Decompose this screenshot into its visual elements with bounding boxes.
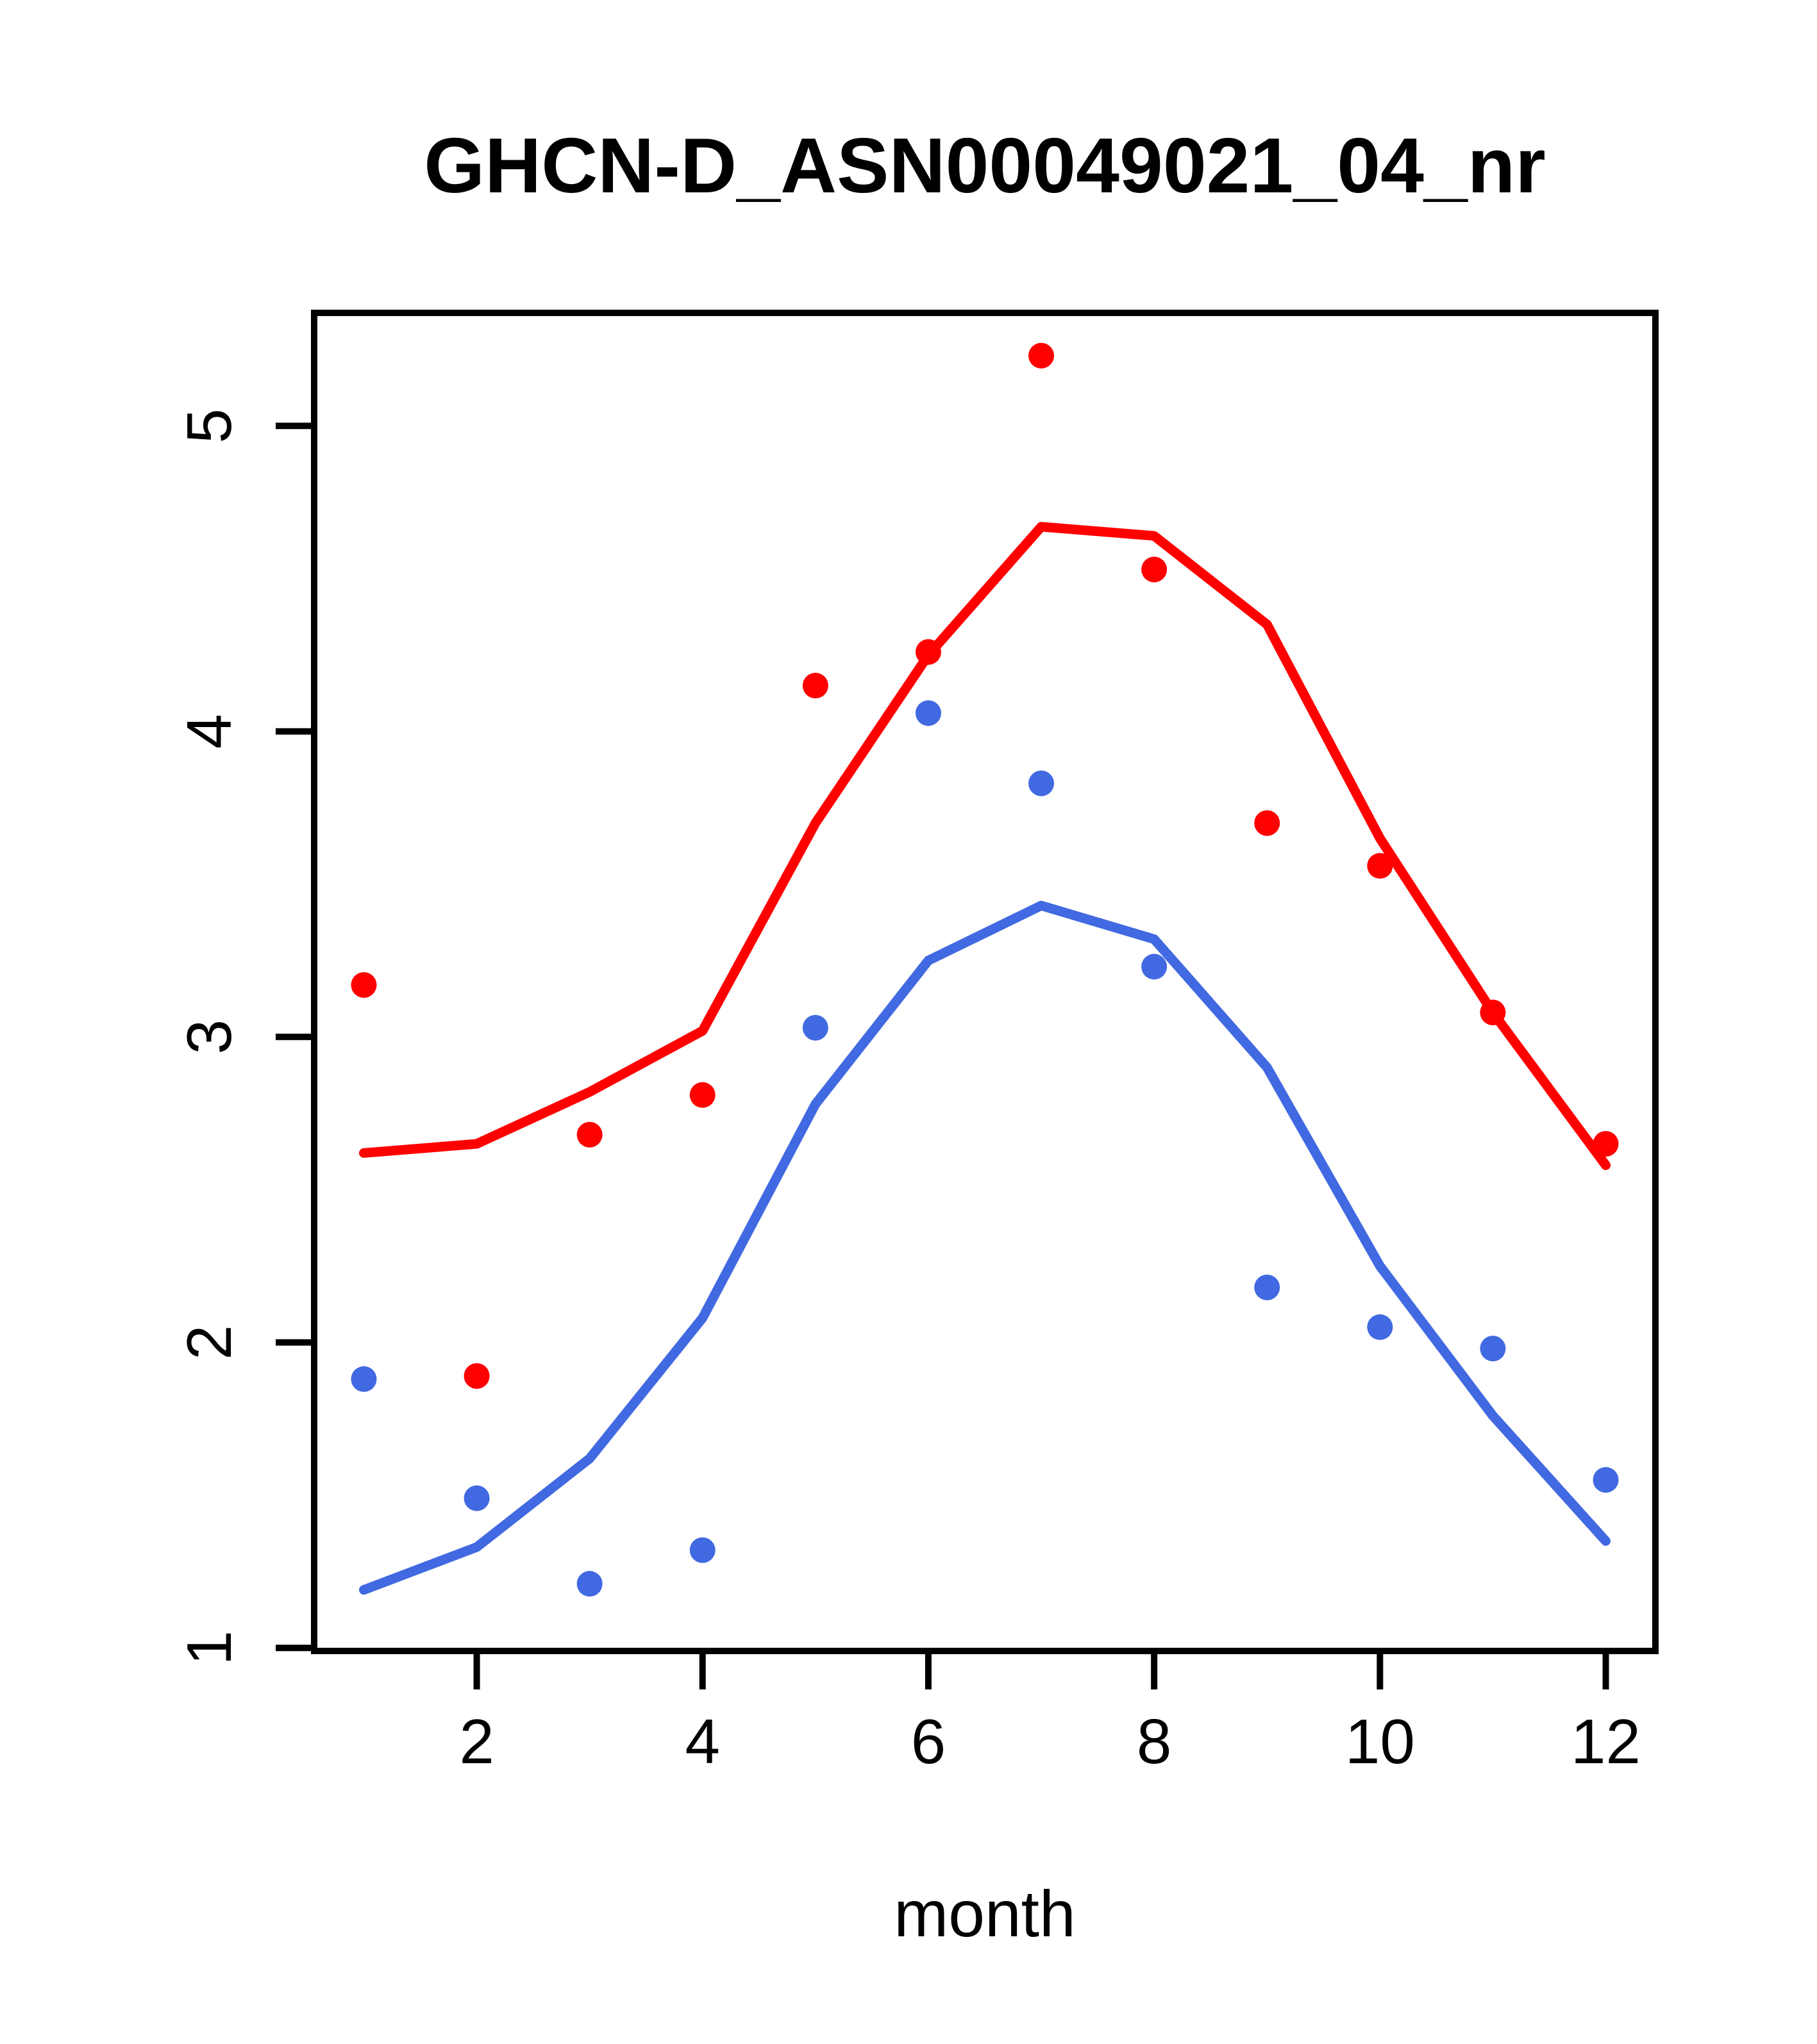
y-tick-label: 1 bbox=[174, 1630, 244, 1666]
red-points-marker bbox=[802, 673, 828, 699]
blue-points-marker bbox=[1593, 1467, 1619, 1493]
red-points-marker bbox=[915, 639, 941, 665]
y-tick-label: 4 bbox=[174, 714, 244, 750]
blue-points-marker bbox=[1141, 953, 1168, 980]
blue-points-marker bbox=[1254, 1274, 1280, 1300]
y-tick-label: 3 bbox=[174, 1019, 244, 1055]
plot-box bbox=[311, 310, 1659, 1654]
red-points-marker bbox=[1254, 810, 1280, 836]
x-axis-label: month bbox=[894, 1877, 1076, 1950]
y-tick-label: 5 bbox=[174, 408, 244, 444]
blue-points-marker bbox=[1480, 1336, 1506, 1362]
red-points-marker bbox=[1480, 1000, 1506, 1026]
blue-points-marker bbox=[689, 1537, 716, 1563]
red-points-marker bbox=[1367, 853, 1393, 879]
y-tick-label: 2 bbox=[174, 1325, 244, 1360]
red-points-marker bbox=[689, 1082, 716, 1108]
red-points-marker bbox=[351, 972, 377, 998]
x-tick-label: 10 bbox=[1345, 1706, 1415, 1777]
x-tick-label: 8 bbox=[1137, 1706, 1172, 1777]
blue-trend-line bbox=[358, 900, 1611, 1595]
x-tick-label: 12 bbox=[1571, 1706, 1641, 1777]
y-axis-ticks: 1 2 3 4 5 bbox=[174, 408, 314, 1665]
blue-points-marker bbox=[802, 1014, 828, 1041]
blue-points-marker bbox=[1028, 770, 1055, 796]
red-points-marker bbox=[464, 1363, 490, 1389]
red-points-marker bbox=[1028, 342, 1055, 369]
x-tick-label: 6 bbox=[911, 1706, 946, 1777]
red-trend-line bbox=[358, 522, 1611, 1170]
red-points-marker bbox=[1593, 1131, 1619, 1157]
blue-points-marker bbox=[464, 1485, 490, 1511]
x-tick-label: 2 bbox=[459, 1706, 494, 1777]
blue-points-marker bbox=[915, 700, 941, 726]
red-points-marker bbox=[1141, 557, 1168, 583]
trend-lines bbox=[358, 522, 1611, 1595]
red-points-marker bbox=[576, 1121, 603, 1148]
blue-points-marker bbox=[351, 1366, 377, 1392]
x-axis-ticks: 2 4 6 8 10 12 bbox=[459, 1651, 1641, 1777]
chart-title: GHCN-D_ASN00049021_04_nr bbox=[424, 122, 1546, 209]
blue-points-marker bbox=[576, 1571, 603, 1597]
x-tick-label: 4 bbox=[685, 1706, 721, 1777]
blue-points-marker bbox=[1367, 1314, 1393, 1340]
data-points bbox=[351, 342, 1619, 1597]
